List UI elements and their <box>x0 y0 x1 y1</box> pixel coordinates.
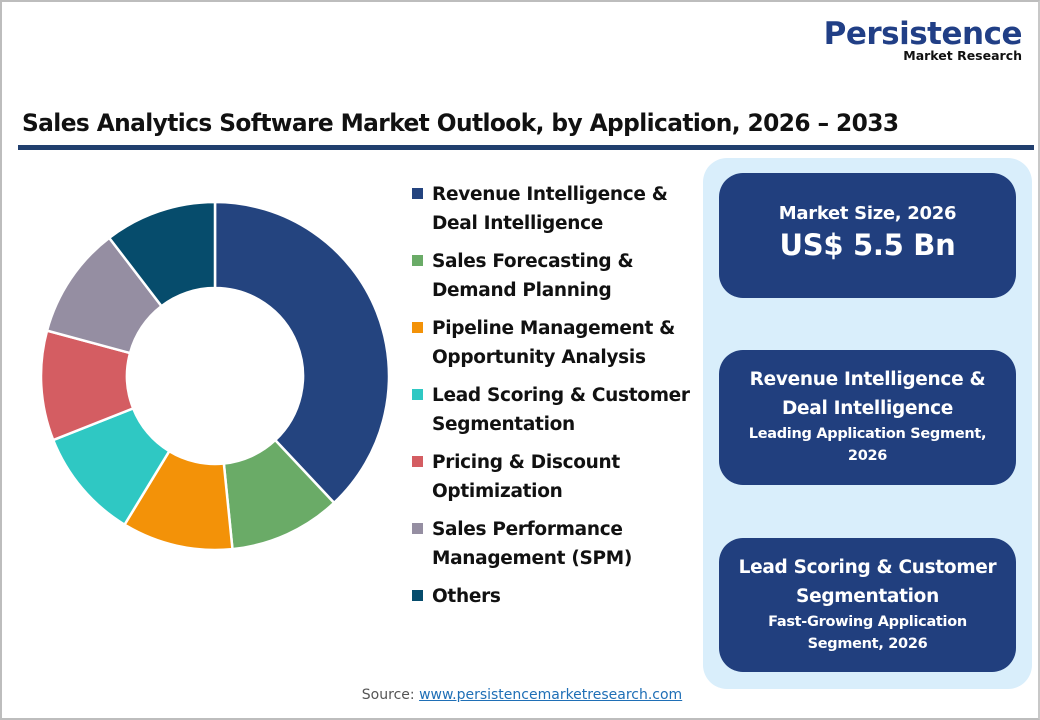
fastest-segment-card: Lead Scoring & Customer Segmentation Fas… <box>719 538 1016 672</box>
legend-label-line1: Lead Scoring & Customer <box>432 385 690 406</box>
legend-swatch-icon <box>412 590 423 601</box>
legend-item: Pricing & Discount Optimization <box>412 448 702 506</box>
legend-label-line2: Demand Planning <box>432 280 612 301</box>
donut-slice <box>107 201 217 308</box>
legend-label-line2: Segmentation <box>432 414 575 435</box>
legend-label-line2: Opportunity Analysis <box>432 347 646 368</box>
legend-item: Others <box>412 582 702 611</box>
chart-title: Sales Analytics Software Market Outlook,… <box>22 109 899 137</box>
title-divider <box>18 145 1034 150</box>
legend-label-line1: Revenue Intelligence & <box>432 184 668 205</box>
legend-label-line2: Optimization <box>432 481 563 502</box>
legend-label-line2: Management (SPM) <box>432 548 633 569</box>
market-size-label: Market Size, 2026 <box>778 203 957 224</box>
legend-swatch-icon <box>412 322 423 333</box>
legend-item: Lead Scoring & Customer Segmentation <box>412 381 702 439</box>
legend-label-line1: Pipeline Management & <box>432 318 675 339</box>
legend-item: Sales Performance Management (SPM) <box>412 515 702 573</box>
legend-label-line1: Sales Forecasting & <box>432 251 634 272</box>
legend-swatch-icon <box>412 456 423 467</box>
fastest-segment-caption-line2: Segment, 2026 <box>807 636 928 652</box>
source-link[interactable]: www.persistencemarketresearch.com <box>419 687 683 703</box>
leading-segment-card: Revenue Intelligence & Deal Intelligence… <box>719 350 1016 485</box>
legend-swatch-icon <box>412 255 423 266</box>
legend-label-line1: Sales Performance <box>432 519 623 540</box>
logo-main-text: Persistence <box>823 16 1023 52</box>
fastest-segment-name-line2: Segmentation <box>796 586 939 607</box>
persistence-logo: Persistence Market Research <box>823 16 1023 63</box>
source-note: Source: www.persistencemarketresearch.co… <box>2 687 1040 703</box>
legend-swatch-icon <box>412 523 423 534</box>
key-stats-panel: Market Size, 2026 US$ 5.5 Bn Revenue Int… <box>703 158 1032 689</box>
market-size-value: US$ 5.5 Bn <box>779 228 956 262</box>
legend-label-line1: Others <box>432 586 501 607</box>
legend-item: Sales Forecasting & Demand Planning <box>412 247 702 305</box>
legend-item: Pipeline Management & Opportunity Analysi… <box>412 314 702 372</box>
fastest-segment-caption-line1: Fast-Growing Application <box>768 614 967 630</box>
leading-segment-name-line2: Deal Intelligence <box>781 398 953 419</box>
legend-label-line2: Deal Intelligence <box>432 213 604 234</box>
logo-sub-text: Market Research <box>903 48 1022 63</box>
legend-swatch-icon <box>412 188 423 199</box>
leading-segment-caption-line1: Leading Application Segment, <box>748 426 987 442</box>
legend-item: Revenue Intelligence & Deal Intelligence <box>412 180 702 238</box>
market-size-card: Market Size, 2026 US$ 5.5 Bn <box>719 173 1016 298</box>
donut-slice <box>213 201 390 505</box>
chart-legend: Revenue Intelligence & Deal Intelligence S… <box>412 180 702 620</box>
fastest-segment-name-line1: Lead Scoring & Customer <box>738 557 997 578</box>
donut-chart <box>40 201 390 551</box>
leading-segment-name-line1: Revenue Intelligence & <box>749 369 986 390</box>
source-label: Source: <box>361 687 415 703</box>
legend-swatch-icon <box>412 389 423 400</box>
leading-segment-caption-line2: 2026 <box>847 448 888 464</box>
legend-label-line1: Pricing & Discount <box>432 452 620 473</box>
